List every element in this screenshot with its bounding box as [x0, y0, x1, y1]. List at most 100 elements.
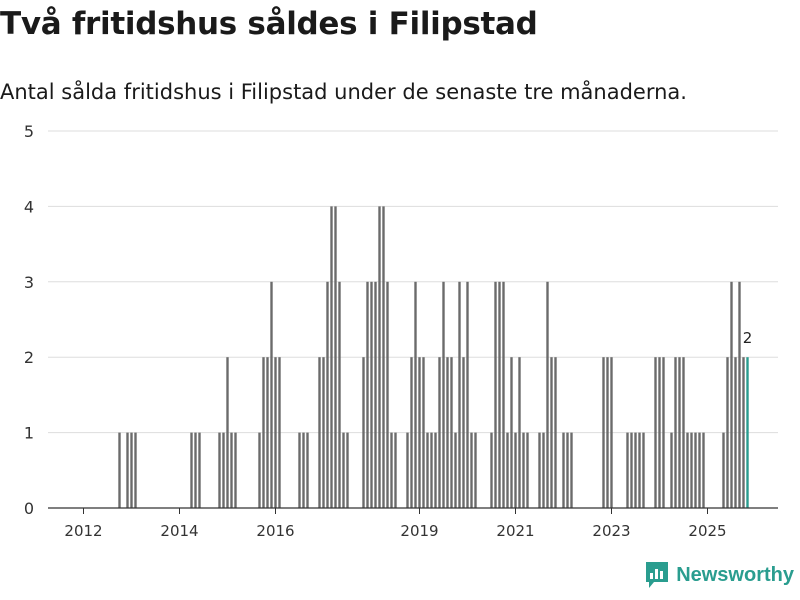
bar — [262, 357, 265, 508]
bar — [678, 357, 681, 508]
bar — [526, 432, 529, 508]
x-tick-label: 2023 — [592, 522, 630, 540]
bar — [522, 432, 525, 508]
bar — [378, 206, 381, 508]
bar — [682, 357, 685, 508]
bar — [606, 357, 609, 508]
bar — [370, 281, 373, 508]
bar — [490, 432, 493, 508]
chart-title: Två fritidshus såldes i Filipstad — [0, 6, 538, 42]
bar — [194, 432, 197, 508]
bar-latest — [746, 357, 749, 508]
bar — [126, 432, 129, 508]
bar — [418, 357, 421, 508]
bar — [118, 432, 121, 508]
bar — [198, 432, 201, 508]
bar — [518, 357, 521, 508]
bar — [430, 432, 433, 508]
bar — [454, 432, 457, 508]
bar — [626, 432, 629, 508]
bar — [674, 357, 677, 508]
bar — [270, 281, 273, 508]
bar — [462, 357, 465, 508]
bar — [738, 281, 741, 508]
y-axis-labels: 0 1 2 3 4 5 — [24, 122, 34, 518]
bar — [702, 432, 705, 508]
x-tick-label: 2025 — [688, 522, 726, 540]
bar — [538, 432, 541, 508]
gridlines — [48, 130, 778, 434]
bar — [306, 432, 309, 508]
bar — [406, 432, 409, 508]
bar — [366, 281, 369, 508]
bar — [542, 432, 545, 508]
bar — [450, 357, 453, 508]
bar — [442, 281, 445, 508]
bar — [570, 432, 573, 508]
bar — [502, 281, 505, 508]
bar — [230, 432, 233, 508]
chart-subtitle: Antal sålda fritidshus i Filipstad under… — [0, 80, 687, 104]
x-tick-label: 2021 — [496, 522, 534, 540]
bar — [494, 281, 497, 508]
x-tick-label: 2014 — [160, 522, 198, 540]
bar — [498, 281, 501, 508]
bar — [274, 357, 277, 508]
bar — [670, 432, 673, 508]
bar — [694, 432, 697, 508]
bar — [546, 281, 549, 508]
bar — [414, 281, 417, 508]
bar — [602, 357, 605, 508]
bar — [326, 281, 329, 508]
bar — [550, 357, 553, 508]
x-tick-label: 2012 — [64, 522, 102, 540]
y-tick-label: 4 — [24, 197, 34, 216]
bar — [510, 357, 513, 508]
bar — [722, 432, 725, 508]
bar — [686, 432, 689, 508]
bar — [422, 357, 425, 508]
bar — [394, 432, 397, 508]
bar — [446, 357, 449, 508]
bar — [362, 357, 365, 508]
bar — [258, 432, 261, 508]
bar — [630, 432, 633, 508]
newsworthy-logo: Newsworthy — [644, 560, 794, 590]
bar — [438, 357, 441, 508]
bar — [690, 432, 693, 508]
bar — [566, 432, 569, 508]
x-tick-label: 2019 — [400, 522, 438, 540]
bar — [698, 432, 701, 508]
bar — [390, 432, 393, 508]
y-tick-label: 2 — [24, 348, 34, 367]
bar — [638, 432, 641, 508]
bar — [634, 432, 637, 508]
bar — [330, 206, 333, 508]
bar — [654, 357, 657, 508]
y-tick-label: 5 — [24, 122, 34, 141]
bar — [322, 357, 325, 508]
bar — [266, 357, 269, 508]
y-tick-label: 3 — [24, 273, 34, 292]
bar — [506, 432, 509, 508]
bar — [434, 432, 437, 508]
bar — [318, 357, 321, 508]
bar — [554, 357, 557, 508]
bar — [278, 357, 281, 508]
y-tick-label: 1 — [24, 424, 34, 443]
bar — [234, 432, 237, 508]
bar — [514, 432, 517, 508]
bar — [562, 432, 565, 508]
y-tick-label: 0 — [24, 499, 34, 518]
bar — [346, 432, 349, 508]
bar — [374, 281, 377, 508]
bar — [226, 357, 229, 508]
bar — [338, 281, 341, 508]
bar — [662, 357, 665, 508]
bar — [726, 357, 729, 508]
bar — [218, 432, 221, 508]
bar — [742, 357, 745, 508]
bar — [730, 281, 733, 508]
bar — [734, 357, 737, 508]
